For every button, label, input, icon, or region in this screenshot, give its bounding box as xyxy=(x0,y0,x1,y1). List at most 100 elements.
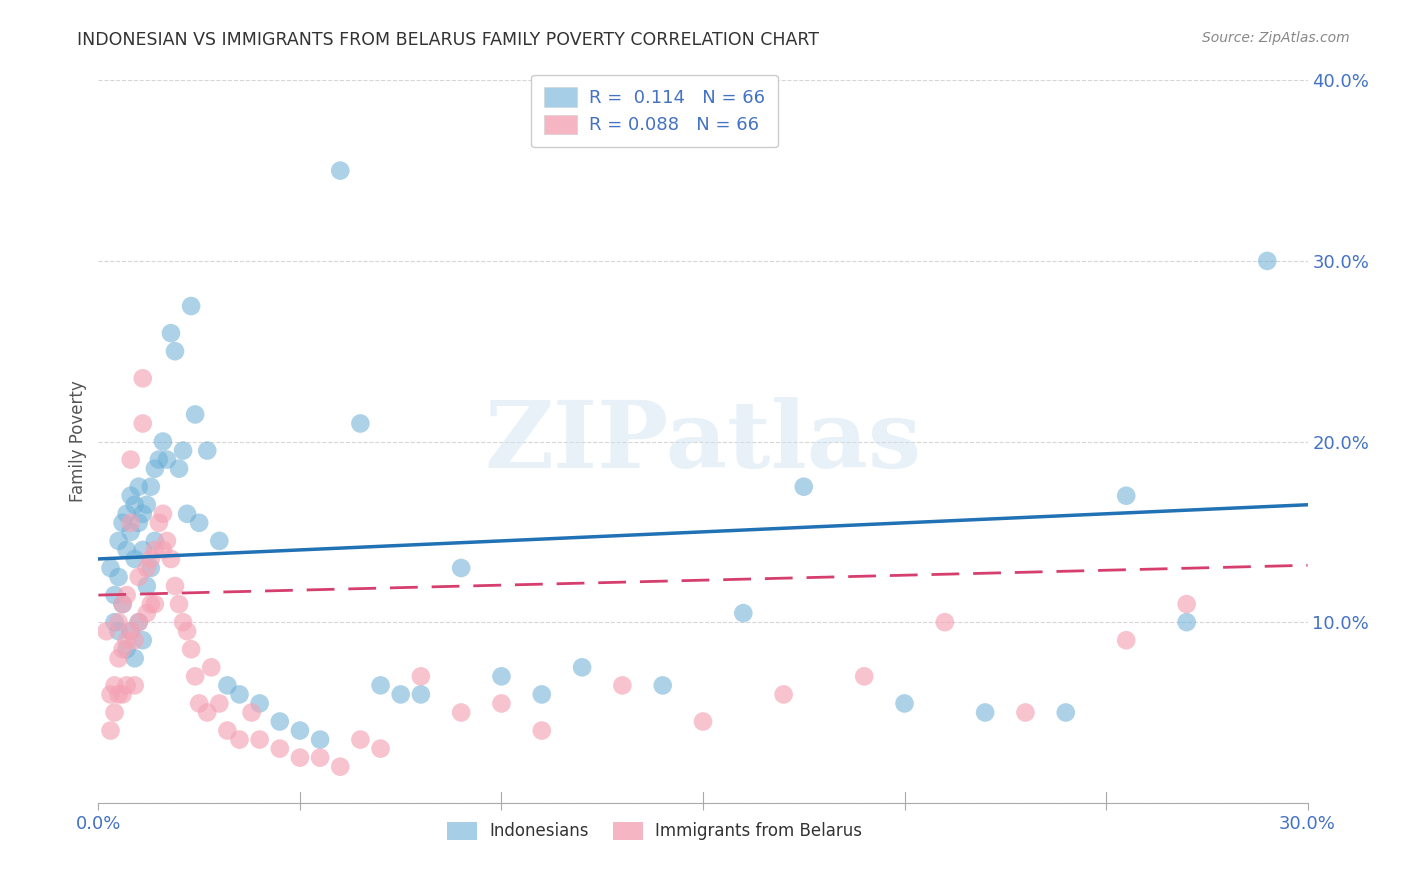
Point xyxy=(152,542,174,557)
Point xyxy=(733,606,755,620)
Point xyxy=(160,552,183,566)
Point xyxy=(115,678,138,692)
Point xyxy=(217,678,239,692)
Point xyxy=(135,561,157,575)
Point xyxy=(124,552,146,566)
Text: Source: ZipAtlas.com: Source: ZipAtlas.com xyxy=(1202,31,1350,45)
Point xyxy=(120,489,142,503)
Point xyxy=(103,706,125,720)
Point xyxy=(450,706,472,720)
Point xyxy=(100,687,122,701)
Point xyxy=(249,697,271,711)
Point xyxy=(148,452,170,467)
Point xyxy=(329,760,352,774)
Text: ZIPatlas: ZIPatlas xyxy=(485,397,921,486)
Point xyxy=(103,678,125,692)
Point xyxy=(152,434,174,449)
Point xyxy=(139,561,162,575)
Point xyxy=(200,660,222,674)
Point xyxy=(934,615,956,630)
Point xyxy=(111,516,134,530)
Point xyxy=(172,443,194,458)
Point xyxy=(269,714,291,729)
Point xyxy=(1014,706,1036,720)
Point xyxy=(389,687,412,701)
Point xyxy=(128,615,150,630)
Point xyxy=(167,597,190,611)
Y-axis label: Family Poverty: Family Poverty xyxy=(69,381,87,502)
Point xyxy=(893,697,915,711)
Point xyxy=(288,723,311,738)
Point xyxy=(450,561,472,575)
Point xyxy=(184,408,207,422)
Point xyxy=(124,651,146,665)
Point xyxy=(530,687,553,701)
Point xyxy=(176,624,198,639)
Point xyxy=(160,326,183,340)
Point xyxy=(143,533,166,548)
Point xyxy=(163,579,186,593)
Point xyxy=(228,732,250,747)
Point xyxy=(120,516,142,530)
Point xyxy=(309,732,332,747)
Point xyxy=(111,687,134,701)
Point xyxy=(692,714,714,729)
Point xyxy=(156,533,179,548)
Point xyxy=(188,516,211,530)
Point xyxy=(143,597,166,611)
Point xyxy=(148,516,170,530)
Point xyxy=(163,344,186,359)
Point xyxy=(1115,489,1137,503)
Point xyxy=(370,741,392,756)
Point xyxy=(240,706,263,720)
Point xyxy=(143,542,166,557)
Point xyxy=(132,371,155,385)
Point xyxy=(115,633,138,648)
Point xyxy=(208,533,231,548)
Point xyxy=(103,615,125,630)
Point xyxy=(107,651,129,665)
Point xyxy=(1256,254,1278,268)
Point xyxy=(107,533,129,548)
Point xyxy=(115,642,138,657)
Point xyxy=(409,687,432,701)
Point xyxy=(853,669,876,683)
Point xyxy=(180,642,202,657)
Point xyxy=(103,588,125,602)
Point xyxy=(96,624,118,639)
Point xyxy=(329,163,352,178)
Point xyxy=(128,516,150,530)
Point xyxy=(228,687,250,701)
Point xyxy=(1115,633,1137,648)
Point xyxy=(143,461,166,475)
Point xyxy=(124,678,146,692)
Point xyxy=(974,706,997,720)
Point xyxy=(115,507,138,521)
Point xyxy=(1175,615,1198,630)
Point xyxy=(651,678,673,692)
Point xyxy=(288,750,311,764)
Point xyxy=(249,732,271,747)
Legend: Indonesians, Immigrants from Belarus: Indonesians, Immigrants from Belarus xyxy=(439,814,870,848)
Point xyxy=(139,480,162,494)
Point xyxy=(208,697,231,711)
Point xyxy=(132,633,155,648)
Point xyxy=(612,678,634,692)
Point xyxy=(120,624,142,639)
Point xyxy=(128,615,150,630)
Point xyxy=(111,597,134,611)
Point xyxy=(269,741,291,756)
Point xyxy=(176,507,198,521)
Point xyxy=(124,633,146,648)
Point xyxy=(1175,597,1198,611)
Point xyxy=(107,624,129,639)
Point xyxy=(491,697,513,711)
Point xyxy=(571,660,593,674)
Point xyxy=(100,723,122,738)
Point xyxy=(349,732,371,747)
Point xyxy=(132,417,155,431)
Point xyxy=(115,588,138,602)
Point xyxy=(100,561,122,575)
Point xyxy=(188,697,211,711)
Point xyxy=(115,542,138,557)
